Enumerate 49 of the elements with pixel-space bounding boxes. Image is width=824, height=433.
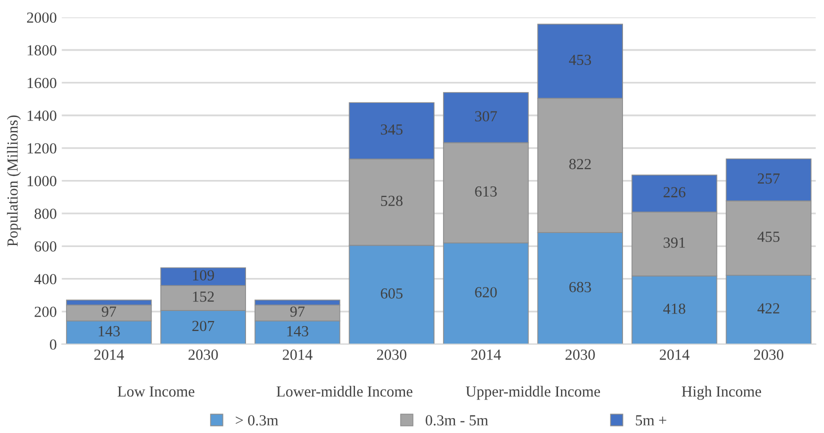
legend-label: 0.3m - 5m	[426, 415, 488, 426]
data-label: 613	[475, 186, 497, 197]
y-tick-label: 1800	[28, 45, 56, 56]
text: High Income	[682, 386, 762, 400]
data-label: 422	[757, 303, 780, 314]
y-tick-label: 800	[34, 208, 56, 219]
y-axis-title: Population (Millions)	[6, 115, 21, 246]
data-label: 143	[287, 326, 308, 336]
data-label: 453	[568, 54, 592, 66]
legend-label: > 0.3m	[236, 415, 278, 426]
x-tick-label: 2014	[94, 350, 124, 360]
x-tick-label: 2030	[754, 350, 784, 360]
data-label: 97	[102, 306, 116, 317]
data-label: 152	[193, 292, 214, 302]
x-tick-label: 2030	[188, 350, 218, 360]
data-label: 391	[664, 238, 685, 248]
data-label: 307	[475, 111, 497, 122]
data-label: 455	[757, 232, 780, 242]
data-label: 143	[98, 326, 120, 336]
text: Low Income	[118, 386, 194, 397]
data-label: 207	[192, 320, 214, 332]
data-label: 97	[290, 306, 305, 317]
data-label: 257	[758, 173, 780, 184]
data-label: 528	[381, 196, 403, 206]
data-label: 620	[475, 287, 497, 298]
data-label: 605	[380, 288, 403, 299]
y-tick-label: 1000	[28, 176, 56, 186]
y-tick-label: 1600	[28, 78, 56, 88]
x-tick-label: 2014	[471, 350, 501, 360]
data-label: 418	[663, 304, 686, 314]
y-tick-label: 2000	[27, 12, 56, 23]
legend-label: 5m +	[636, 415, 666, 426]
text: Upper-middle Income	[466, 386, 600, 400]
data-label: 345	[380, 124, 403, 135]
x-tick-label: 2030	[566, 350, 595, 360]
y-tick-label: 600	[34, 241, 56, 252]
data-label: 822	[569, 158, 591, 170]
y-tick-label: 400	[34, 274, 56, 284]
x-tick-label: 2014	[660, 350, 690, 360]
data-label: 683	[569, 282, 592, 292]
y-tick-label: 1200	[28, 143, 56, 154]
x-tick-label: 2014	[282, 350, 312, 360]
y-tick-label: 0	[50, 339, 56, 350]
data-label: 226	[664, 187, 686, 198]
y-tick-label: 200	[34, 306, 56, 317]
y-tick-label: 1400	[28, 110, 56, 121]
text: Lower-middle Income	[276, 386, 412, 397]
x-tick-label: 2030	[377, 350, 406, 360]
data-label: 109	[193, 270, 214, 280]
